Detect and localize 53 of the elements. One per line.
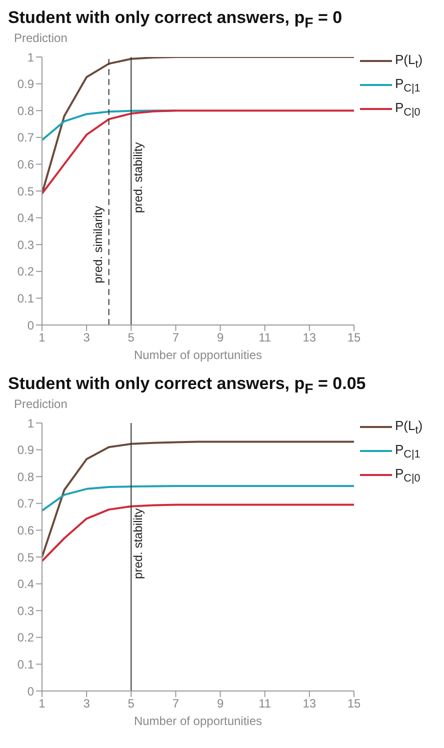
y-tick-label: 0.6	[17, 524, 34, 538]
x-tick-label: 7	[172, 696, 180, 711]
x-tick-label: 9	[216, 696, 224, 711]
y-tick-label: 0.4	[17, 577, 34, 592]
y-tick-label: 1	[27, 50, 34, 65]
y-tick-label: 0.2	[17, 265, 34, 280]
legend-label: P$_{C|1}$	[395, 76, 420, 95]
x-tick-label: 7	[172, 330, 180, 345]
y-tick-label: 0.4	[17, 211, 34, 226]
legend-label: P$_{C|0}$	[395, 100, 420, 119]
ref-line-label: pred. similarity	[90, 206, 105, 284]
x-tick-label: 15	[347, 330, 361, 345]
y-tick-label: 0.2	[17, 631, 34, 646]
legend-label: P$_{C|0}$	[395, 466, 420, 485]
x-tick-label: 3	[83, 330, 90, 345]
x-tick-label: 5	[128, 330, 135, 345]
x-tick-label: 13	[302, 330, 316, 345]
y-tick-label: 0.5	[17, 184, 34, 199]
y-tick-label: 0.8	[17, 470, 34, 484]
y-tick-label: 0.7	[17, 131, 34, 146]
chart-title: Student with only correct answers, p$_{F}$ = 0	[8, 8, 344, 32]
x-tick-label: 1	[38, 696, 46, 711]
y-tick-label: 0.8	[17, 104, 34, 118]
y-axis-title: Prediction	[14, 397, 68, 412]
y-tick-label: 0.1	[17, 658, 34, 672]
y-tick-label: 0	[27, 318, 34, 333]
y-tick-label: 0.9	[17, 443, 34, 458]
ref-line-label: pred. stability	[131, 142, 146, 214]
x-tick-label: 15	[347, 696, 361, 711]
x-tick-label: 13	[302, 696, 316, 711]
x-tick-label: 3	[83, 696, 90, 711]
legend-label: P$_{C|1}$	[395, 442, 420, 461]
y-tick-label: 0.6	[17, 158, 34, 172]
chart-title: Student with only correct answers, p$_{F}$ = 0.05	[8, 374, 367, 398]
x-tick-label: 5	[128, 696, 135, 711]
y-tick-label: 0.3	[17, 238, 34, 252]
y-tick-label: 0.1	[17, 292, 34, 306]
legend-label: P(L$_{t}$)	[395, 52, 423, 71]
y-tick-label: 0.3	[17, 604, 34, 618]
y-tick-label: 1	[27, 416, 34, 431]
y-tick-label: 0.7	[17, 497, 34, 512]
x-axis-title: Number of opportunities	[134, 348, 262, 362]
y-axis-title: Prediction	[14, 31, 68, 46]
x-tick-label: 9	[216, 330, 224, 345]
y-tick-label: 0	[27, 684, 34, 699]
ref-line-label: pred. stability	[131, 508, 146, 580]
x-tick-label: 1	[38, 330, 46, 345]
x-axis-title: Number of opportunities	[134, 714, 262, 728]
legend-label: P(L$_{t}$)	[395, 418, 423, 437]
x-tick-label: 11	[258, 696, 272, 711]
y-tick-label: 0.9	[17, 77, 34, 92]
x-tick-label: 11	[258, 330, 272, 345]
y-tick-label: 0.5	[17, 550, 34, 565]
